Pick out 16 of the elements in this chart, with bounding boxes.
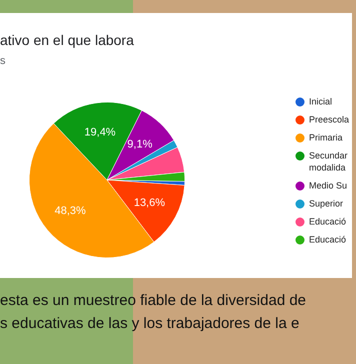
legend-label: Primaria — [309, 132, 343, 142]
data-label: 13,6% — [134, 196, 166, 209]
chart-subtitle: s — [0, 55, 6, 67]
text: esta es un muestreo fiable de la diversidad de — [0, 292, 306, 309]
legend-label: Educació — [309, 234, 346, 244]
legend-label: Medio Su — [309, 180, 348, 190]
data-label: 48,3% — [54, 205, 86, 218]
legend-label: Preescola — [309, 114, 350, 124]
legend-label: Inicial — [309, 96, 332, 106]
legend-label: Secundar modalida — [309, 150, 348, 172]
legend-label: Educació — [309, 216, 346, 226]
text: s educativas de las y los trabajadores de la e — [0, 315, 300, 332]
legend-label: Superior — [309, 198, 344, 208]
data-label: 19,4% — [84, 126, 116, 138]
chart-title: ativo en el que labora — [0, 32, 134, 48]
data-label: 9,1% — [127, 138, 153, 151]
